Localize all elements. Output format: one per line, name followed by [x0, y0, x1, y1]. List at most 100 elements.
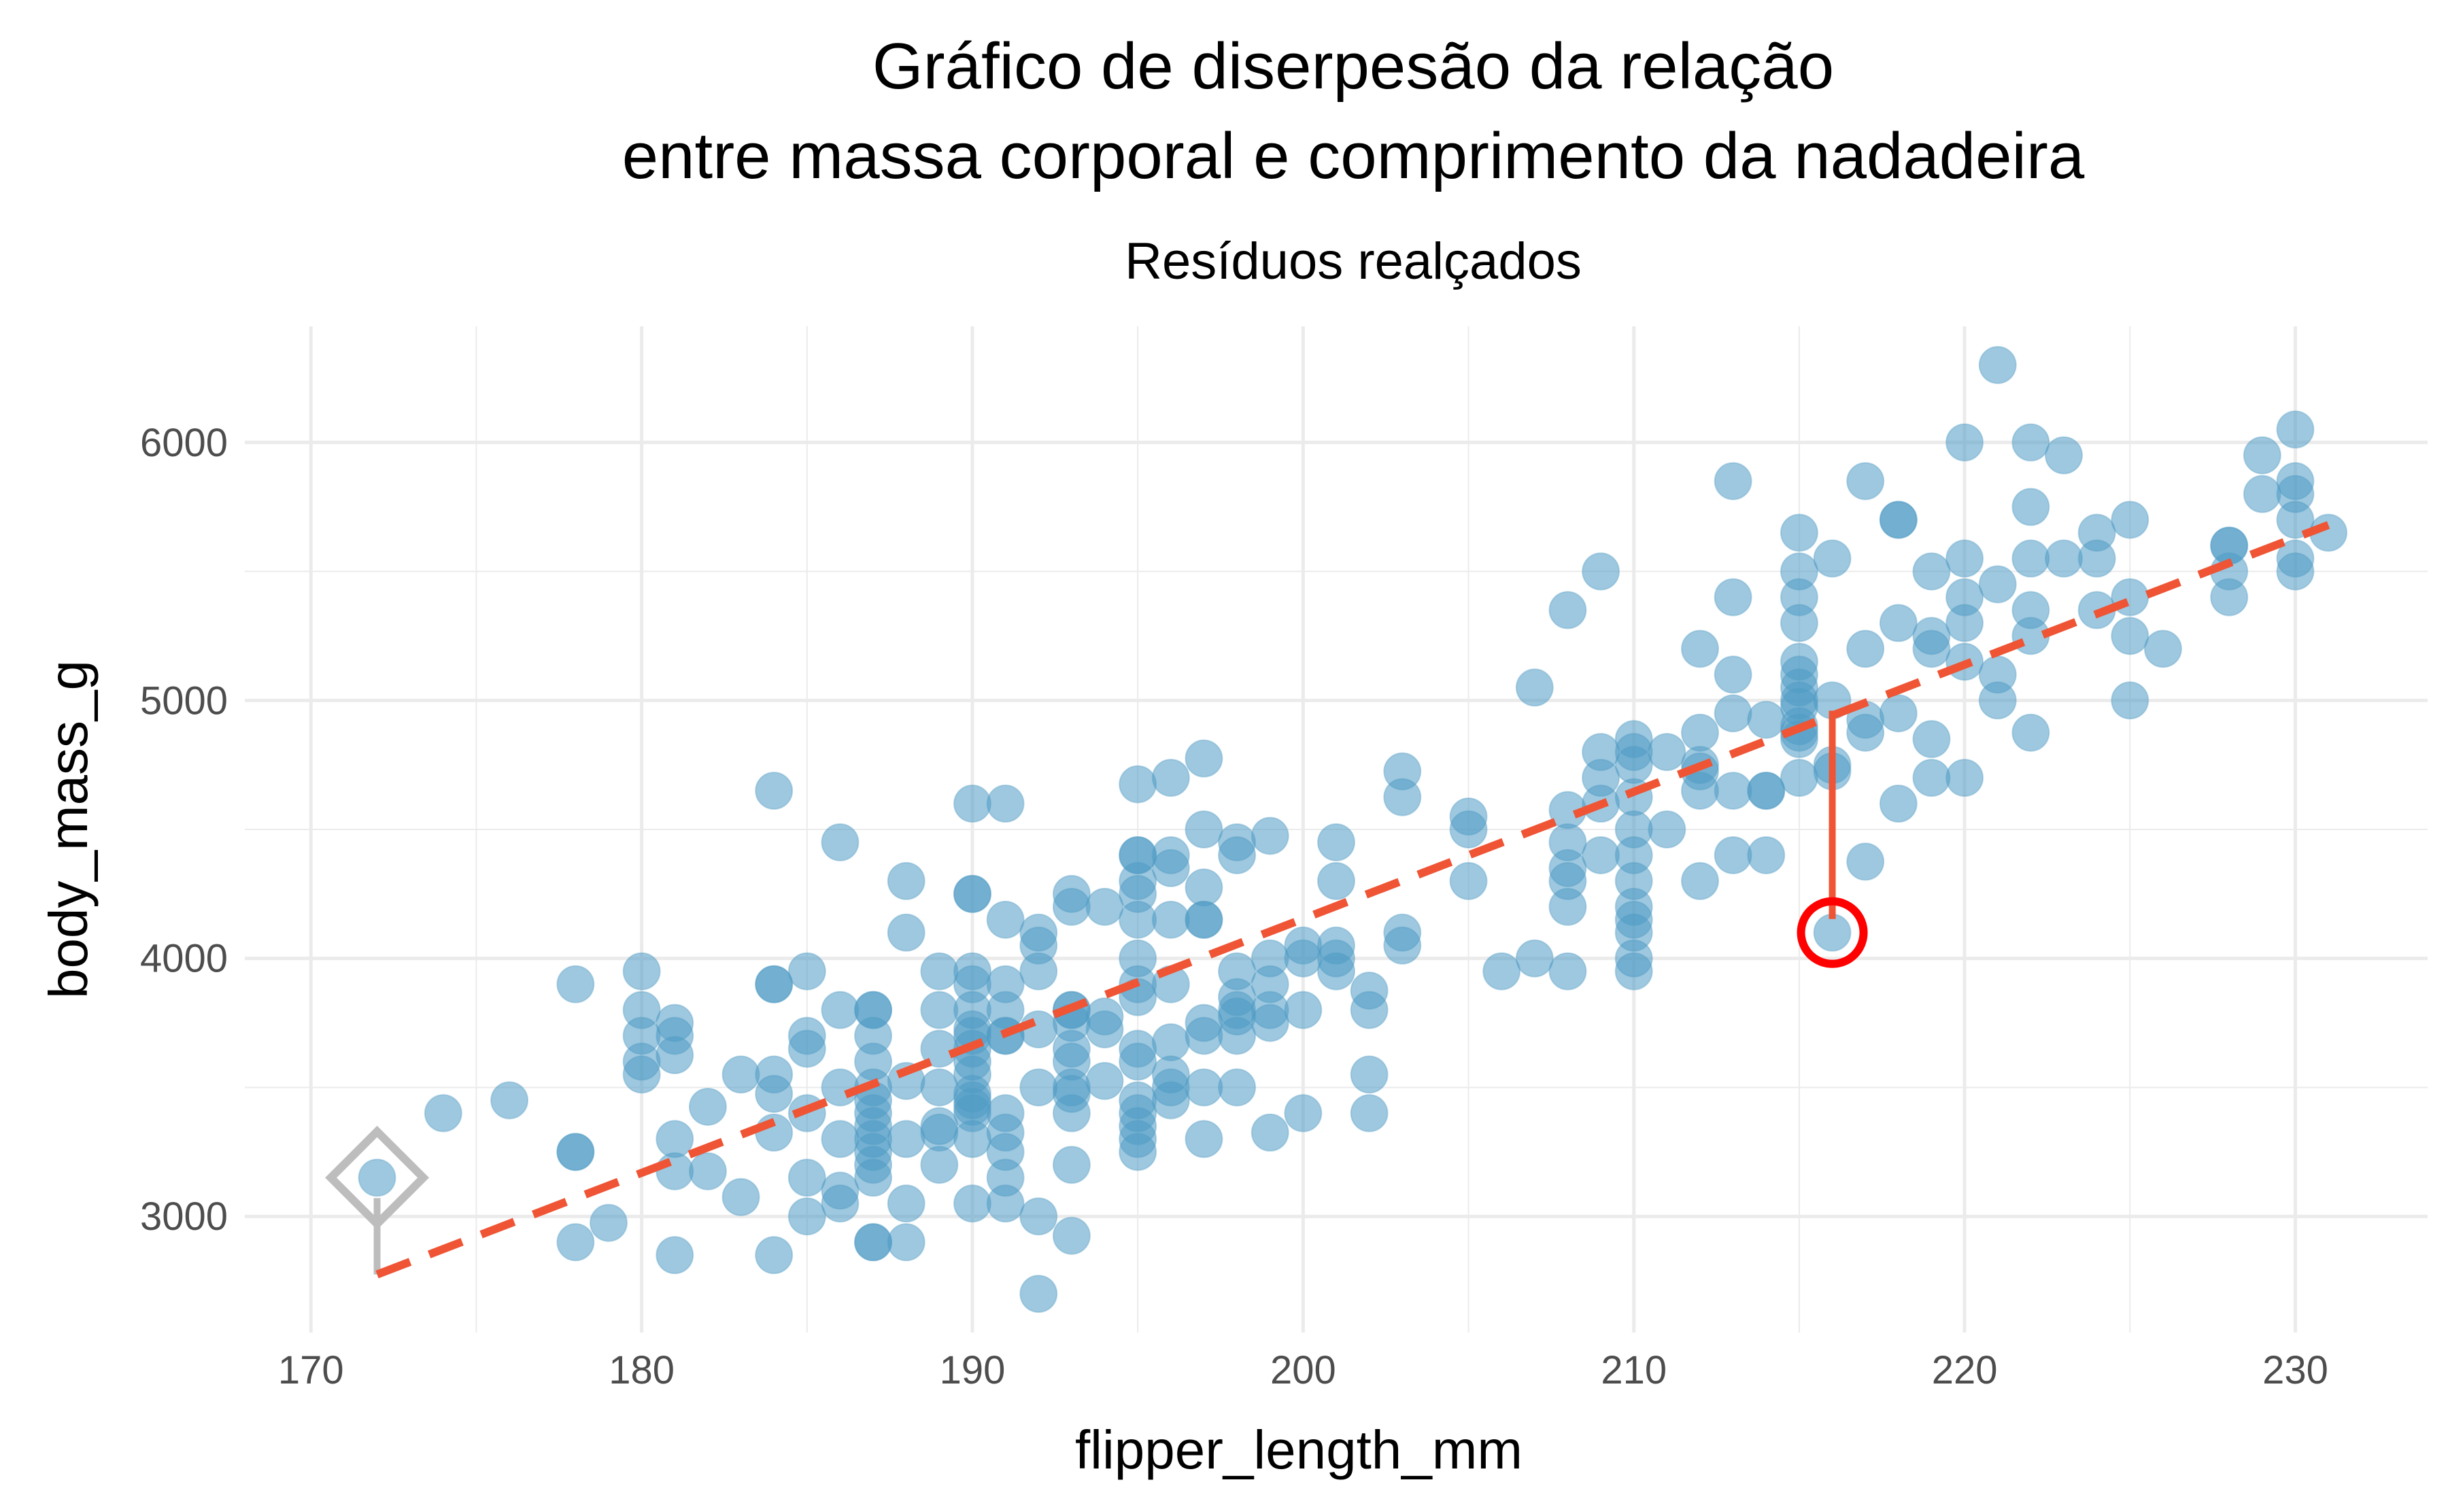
x-tick-label: 230 [2262, 1348, 2328, 1392]
data-point [1185, 1120, 1223, 1158]
data-point [1350, 1055, 1389, 1094]
y-tick-label: 6000 [140, 421, 228, 465]
data-point [656, 1152, 694, 1190]
data-point [920, 1068, 959, 1107]
chart-title-line-2: entre massa corporal e comprimento da na… [622, 120, 2085, 192]
data-point [556, 1133, 595, 1171]
data-point [721, 1055, 760, 1094]
data-point [1151, 900, 1190, 939]
data-point [920, 952, 959, 991]
data-point [787, 1158, 826, 1197]
data-point [1251, 1003, 1289, 1042]
data-point [1185, 868, 1223, 907]
data-point [2276, 410, 2315, 449]
data-point [1879, 785, 1918, 823]
data-point [2011, 539, 2050, 578]
data-point [1846, 630, 1885, 668]
data-point [1648, 810, 1686, 848]
data-point [1383, 778, 1422, 817]
regression-line [375, 521, 2330, 1279]
data-point [787, 1029, 826, 1068]
data-point [656, 1036, 694, 1075]
data-point [1449, 861, 1488, 900]
data-point [787, 1197, 826, 1236]
data-point [2210, 578, 2249, 617]
data-point [2111, 681, 2149, 720]
data-point [1681, 861, 1719, 900]
data-point [1151, 759, 1190, 797]
data-point [986, 900, 1025, 939]
data-point [1284, 939, 1323, 978]
data-point [688, 1087, 727, 1126]
data-point [2243, 475, 2281, 513]
data-point [1019, 1068, 1058, 1107]
data-point [1284, 1094, 1323, 1133]
data-point [953, 785, 991, 823]
data-point [2011, 487, 2050, 526]
data-point [1846, 462, 1885, 500]
data-point [1317, 823, 1355, 861]
data-point [1978, 345, 2017, 384]
data-point [556, 965, 595, 1003]
data-point [1119, 1042, 1157, 1081]
data-point [1317, 861, 1355, 900]
data-point [1482, 952, 1521, 991]
data-point [1185, 1016, 1223, 1055]
data-point [854, 1158, 893, 1197]
data-point [2045, 436, 2083, 475]
data-point [1681, 713, 1719, 752]
data-point [1350, 1094, 1389, 1133]
data-point [1052, 1094, 1091, 1133]
data-point [1813, 913, 1852, 952]
data-point [1945, 604, 1984, 642]
data-point [358, 1158, 396, 1197]
data-point [1085, 1062, 1124, 1100]
data-point [1218, 1068, 1257, 1107]
data-point [1185, 1068, 1223, 1107]
x-tick-label: 200 [1270, 1348, 1336, 1392]
y-tick-label: 4000 [140, 937, 228, 981]
data-point [920, 1113, 959, 1152]
data-point [2276, 552, 2315, 591]
x-axis-title: flipper_length_mm [1075, 1420, 1523, 1480]
data-point [1912, 720, 1951, 759]
data-point [1945, 539, 1984, 578]
y-tick-label: 5000 [140, 678, 228, 723]
data-point [854, 1223, 893, 1262]
data-point [656, 1120, 694, 1158]
data-point [821, 1184, 860, 1223]
x-tick-label: 220 [1932, 1348, 1998, 1392]
data-point [953, 874, 991, 913]
data-point [688, 1152, 727, 1190]
data-point [1912, 552, 1951, 591]
data-point [1846, 713, 1885, 752]
data-point [1383, 926, 1422, 965]
x-tick-label: 190 [940, 1348, 1006, 1392]
data-point [887, 913, 925, 952]
data-point [887, 861, 925, 900]
data-point [1747, 772, 1786, 810]
data-point [1185, 900, 1223, 939]
data-point [755, 1113, 794, 1152]
data-point [490, 1081, 529, 1120]
data-point [2011, 713, 2050, 752]
data-point [1052, 1216, 1091, 1255]
chart-title-line-1: Gráfico de diserpesão da relação [872, 30, 1834, 103]
data-point [2243, 436, 2281, 475]
data-point [2077, 539, 2116, 578]
data-point [590, 1203, 628, 1242]
data-point [1151, 1081, 1190, 1120]
data-point [1185, 810, 1223, 848]
data-point [887, 1223, 925, 1262]
data-point [1714, 694, 1752, 733]
chart-subtitle: Resíduos realçados [1125, 233, 1582, 290]
data-point [1317, 952, 1355, 991]
data-point [1515, 939, 1554, 978]
data-point [2111, 617, 2149, 655]
data-point [1747, 700, 1786, 739]
data-point [1119, 765, 1157, 804]
x-tick-label: 210 [1601, 1348, 1667, 1392]
data-point [755, 1074, 794, 1113]
data-point [1185, 739, 1223, 778]
data-point [1119, 900, 1157, 939]
